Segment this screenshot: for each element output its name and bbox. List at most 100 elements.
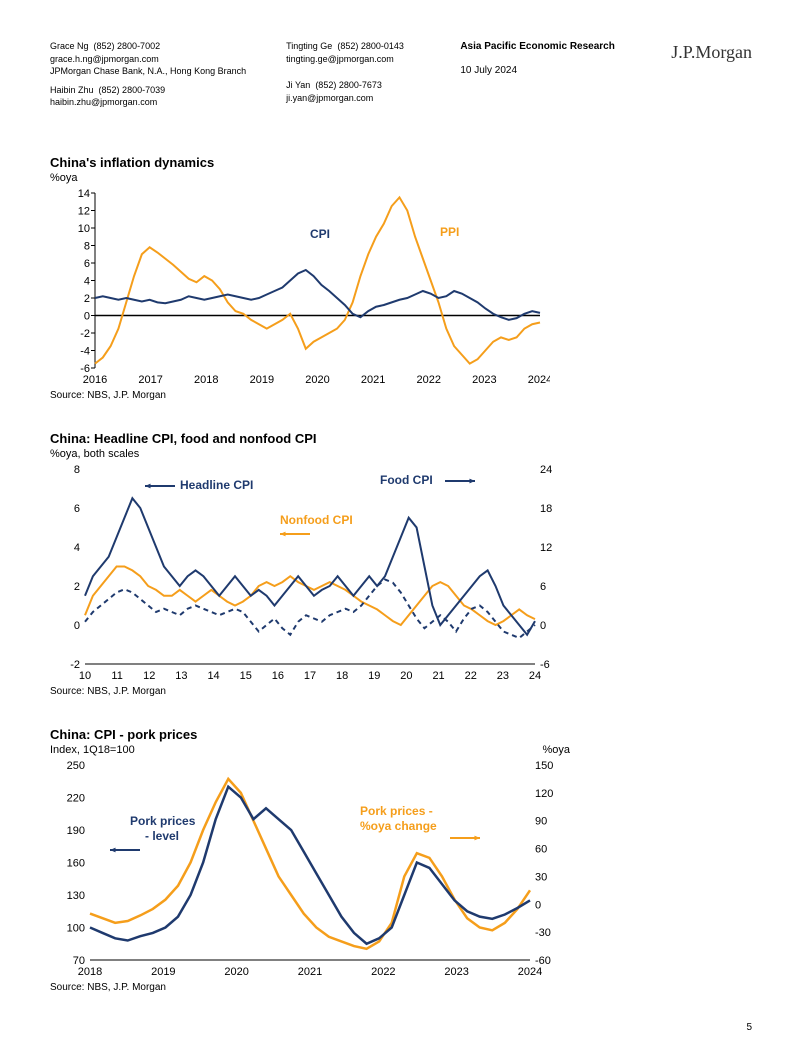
author-phone: (852) 2800-7039 (99, 85, 166, 95)
svg-text:0: 0 (535, 899, 541, 911)
svg-text:13: 13 (175, 670, 187, 682)
svg-text:0: 0 (74, 620, 80, 632)
svg-text:Headline CPI: Headline CPI (180, 478, 253, 492)
svg-text:0: 0 (84, 310, 90, 322)
svg-text:2021: 2021 (298, 966, 322, 978)
svg-text:6: 6 (540, 581, 546, 593)
svg-text:23: 23 (497, 670, 509, 682)
chart3-source: Source: NBS, J.P. Morgan (50, 982, 752, 993)
svg-text:2017: 2017 (138, 374, 162, 386)
author-email: grace.h.ng@jpmorgan.com (50, 53, 246, 66)
svg-text:17: 17 (304, 670, 316, 682)
author-name: Haibin Zhu (50, 85, 94, 95)
svg-text:2022: 2022 (371, 966, 395, 978)
svg-text:18: 18 (336, 670, 348, 682)
dept-label: Asia Pacific Economic Research (460, 41, 615, 52)
svg-text:10: 10 (78, 223, 90, 235)
svg-text:16: 16 (272, 670, 284, 682)
svg-text:2024: 2024 (528, 374, 550, 386)
svg-text:2019: 2019 (250, 374, 274, 386)
svg-text:14: 14 (78, 188, 90, 200)
page-number: 5 (746, 1022, 752, 1033)
svg-text:2016: 2016 (83, 374, 107, 386)
page-header: Grace Ng (852) 2800-7002 grace.h.ng@jpmo… (50, 40, 752, 115)
chart3-svg: 70100130160190220250-60-3003060901201502… (50, 760, 570, 980)
svg-text:4: 4 (74, 542, 80, 554)
chart3-title: China: CPI - pork prices (50, 727, 752, 742)
chart-inflation-dynamics: China's inflation dynamics %oya -6-4-202… (50, 155, 752, 401)
author-email: tingting.ge@jpmorgan.com (286, 53, 404, 66)
svg-text:-4: -4 (80, 345, 90, 357)
svg-text:- level: - level (145, 829, 179, 843)
svg-text:2: 2 (84, 293, 90, 305)
svg-text:8: 8 (84, 240, 90, 252)
svg-text:21: 21 (432, 670, 444, 682)
chart-pork-prices: China: CPI - pork prices Index, 1Q18=100… (50, 727, 752, 993)
svg-text:10: 10 (79, 670, 91, 682)
svg-text:Nonfood CPI: Nonfood CPI (280, 513, 353, 527)
svg-text:2018: 2018 (194, 374, 218, 386)
svg-text:2018: 2018 (78, 966, 102, 978)
svg-text:CPI: CPI (310, 227, 330, 241)
chart2-source: Source: NBS, J.P. Morgan (50, 686, 752, 697)
svg-text:220: 220 (67, 792, 85, 804)
svg-text:100: 100 (67, 922, 85, 934)
svg-text:2023: 2023 (444, 966, 468, 978)
svg-text:19: 19 (368, 670, 380, 682)
svg-text:%oya change: %oya change (360, 819, 437, 833)
svg-text:8: 8 (74, 464, 80, 476)
chart2-svg: -202468-60612182410111213141516171819202… (50, 464, 570, 684)
svg-text:6: 6 (84, 258, 90, 270)
svg-text:Food CPI: Food CPI (380, 473, 433, 487)
svg-text:4: 4 (84, 275, 90, 287)
svg-text:150: 150 (535, 760, 553, 772)
chart3-subtitle-left: Index, 1Q18=100 (50, 744, 135, 756)
svg-text:60: 60 (535, 844, 547, 856)
author-phone: (852) 2800-0143 (337, 41, 404, 51)
jpmorgan-logo: J.P.Morgan (671, 40, 752, 115)
svg-text:6: 6 (74, 503, 80, 515)
svg-text:-30: -30 (535, 927, 551, 939)
svg-text:160: 160 (67, 857, 85, 869)
svg-text:Pork prices -: Pork prices - (360, 804, 433, 818)
chart1-subtitle: %oya (50, 172, 752, 184)
svg-text:20: 20 (400, 670, 412, 682)
author-email: ji.yan@jpmorgan.com (286, 92, 404, 105)
svg-text:24: 24 (540, 464, 552, 476)
svg-text:2020: 2020 (305, 374, 329, 386)
author-org: JPMorgan Chase Bank, N.A., Hong Kong Bra… (50, 65, 246, 78)
svg-text:2021: 2021 (361, 374, 385, 386)
svg-text:2020: 2020 (224, 966, 248, 978)
svg-text:2024: 2024 (518, 966, 542, 978)
author-email: haibin.zhu@jpmorgan.com (50, 96, 246, 109)
svg-text:12: 12 (143, 670, 155, 682)
svg-text:120: 120 (535, 788, 553, 800)
svg-text:-6: -6 (540, 659, 550, 671)
svg-text:2: 2 (74, 581, 80, 593)
chart3-subtitle-right: %oya (542, 744, 570, 756)
svg-text:190: 190 (67, 825, 85, 837)
svg-text:0: 0 (540, 620, 546, 632)
author-phone: (852) 2800-7002 (94, 41, 161, 51)
svg-text:90: 90 (535, 816, 547, 828)
svg-text:250: 250 (67, 760, 85, 772)
chart2-subtitle: %oya, both scales (50, 448, 752, 460)
author-name: Ji Yan (286, 80, 310, 90)
svg-text:-2: -2 (80, 328, 90, 340)
author-phone: (852) 2800-7673 (315, 80, 382, 90)
author-name: Grace Ng (50, 41, 89, 51)
svg-text:22: 22 (465, 670, 477, 682)
svg-text:PPI: PPI (440, 225, 459, 239)
author-name: Tingting Ge (286, 41, 332, 51)
svg-text:11: 11 (111, 670, 122, 682)
svg-text:12: 12 (78, 205, 90, 217)
svg-text:2019: 2019 (151, 966, 175, 978)
chart2-title: China: Headline CPI, food and nonfood CP… (50, 431, 752, 446)
svg-text:24: 24 (529, 670, 541, 682)
svg-text:130: 130 (67, 890, 85, 902)
report-date: 10 July 2024 (460, 64, 615, 78)
svg-text:14: 14 (207, 670, 219, 682)
chart1-title: China's inflation dynamics (50, 155, 752, 170)
svg-text:2022: 2022 (417, 374, 441, 386)
svg-text:30: 30 (535, 871, 547, 883)
